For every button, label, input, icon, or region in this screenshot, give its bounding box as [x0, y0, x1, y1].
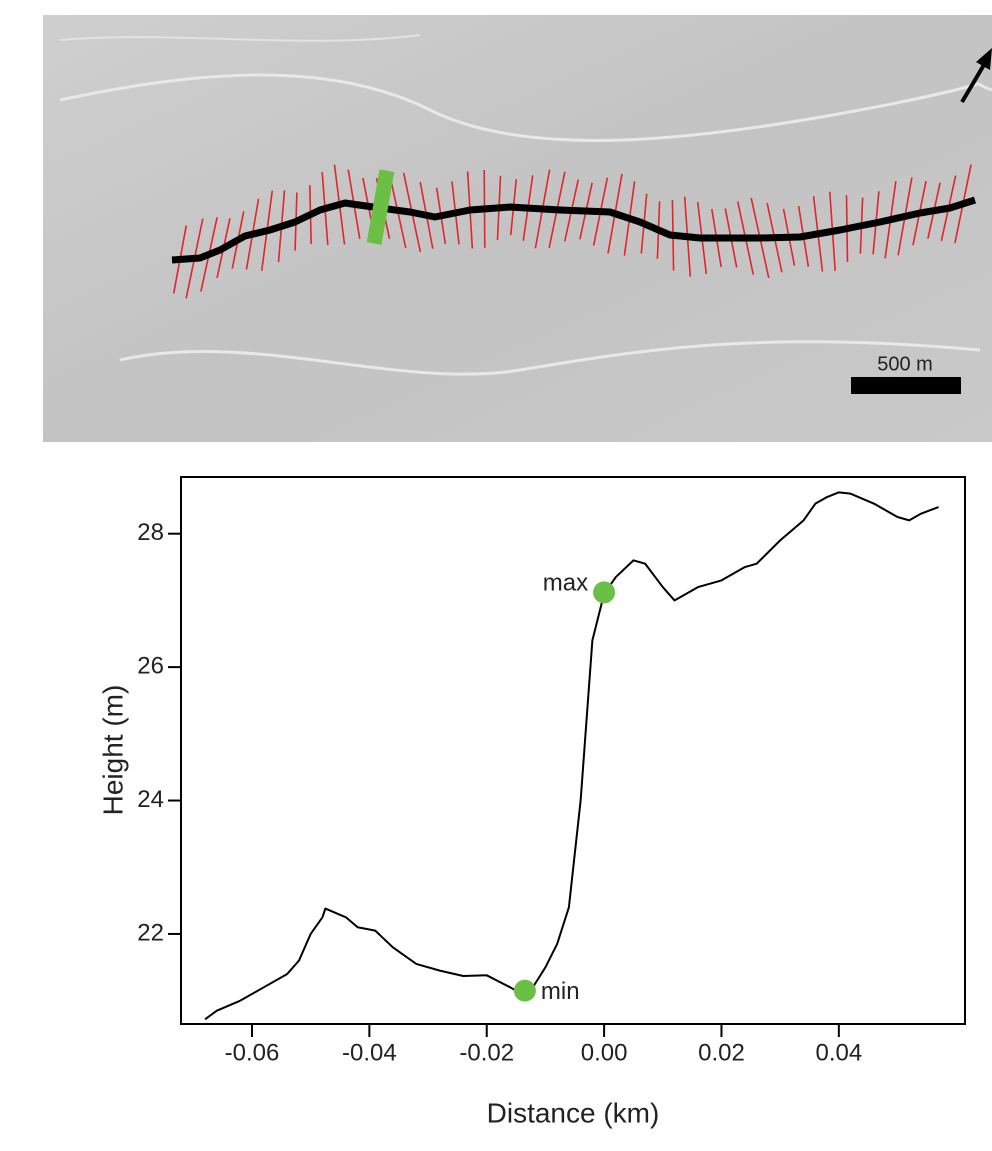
x-tick-label: 0.02	[698, 1039, 745, 1066]
height-profile	[204, 491, 939, 1021]
plot: 22 24 26 28 -0.06 -0.04 -0.02 0.00 0.02 0.04 max mi…	[137, 491, 939, 1066]
x-tick-label: 0.04	[815, 1039, 862, 1066]
y-tick-label: 24	[137, 786, 164, 813]
profile-point	[513, 979, 536, 1002]
x-tick-label: -0.02	[459, 1039, 514, 1066]
ridge	[59, 34, 421, 42]
y-tick-label: 28	[137, 519, 164, 546]
x-tick-label: 0.00	[581, 1039, 628, 1066]
x-tick-label: -0.06	[225, 1039, 280, 1066]
point-label: min	[541, 978, 580, 1005]
profile-point	[593, 581, 616, 604]
north-arrow-head	[976, 48, 992, 70]
map: 500 m	[43, 15, 992, 442]
x-tick-label: -0.04	[342, 1039, 397, 1066]
y-tick-label: 22	[137, 919, 164, 946]
ridge	[119, 340, 981, 376]
scale-label: 500 m	[877, 353, 933, 375]
y-tick-label: 26	[137, 652, 164, 679]
x-axis-label: Distance (km)	[487, 1097, 660, 1128]
centerline	[171, 196, 977, 264]
selected-transect	[366, 169, 395, 245]
y-axis-label: Height (m)	[97, 685, 128, 816]
plot-frame	[180, 476, 966, 1025]
point-label: max	[543, 570, 588, 597]
scale-bar	[851, 377, 961, 394]
ridge	[59, 73, 992, 142]
